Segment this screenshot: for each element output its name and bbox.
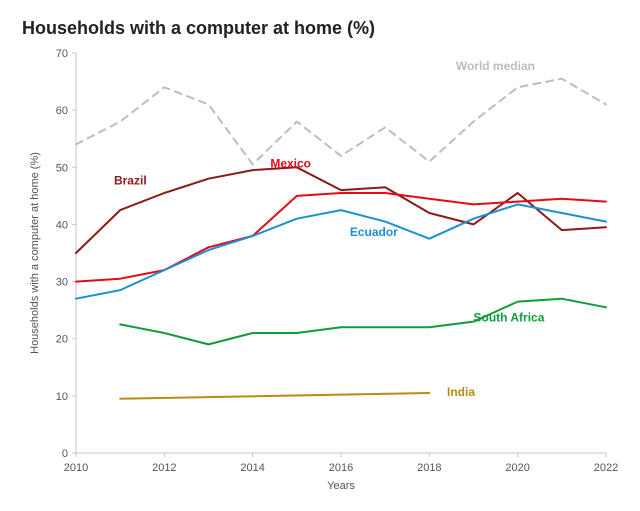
x-tick-label: 2014 (240, 462, 264, 474)
series-label: World median (456, 59, 535, 73)
y-tick-label: 40 (56, 219, 68, 231)
series-label: South Africa (474, 311, 545, 325)
x-tick-label: 2020 (505, 462, 529, 474)
series-line (76, 204, 606, 298)
x-tick-label: 2012 (152, 462, 176, 474)
x-tick-label: 2022 (594, 462, 618, 474)
x-tick-label: 2018 (417, 462, 441, 474)
chart-area: 0 10 20 30 40 50 60 70 2010 2012 2014 2016 2018 2020 2… (22, 47, 618, 499)
series-line (120, 393, 429, 399)
y-tick-label: 70 (56, 48, 68, 60)
series-label: Brazil (114, 173, 147, 187)
series-label: Ecuador (350, 225, 398, 239)
chart-title: Households with a computer at home (%) (22, 18, 618, 39)
line-chart: 0 10 20 30 40 50 60 70 2010 2012 2014 2016 2018 2020 2… (22, 47, 618, 499)
x-tick-label: 2016 (329, 462, 353, 474)
x-tick-label: 2010 (64, 462, 88, 474)
y-tick-label: 30 (56, 277, 68, 289)
y-axis-label: Households with a computer at home (%) (29, 152, 41, 354)
y-tick-label: 10 (56, 391, 68, 403)
y-tick-label: 20 (56, 334, 68, 346)
series-label: India (447, 385, 475, 399)
series-label: Mexico (270, 156, 311, 170)
y-tick-label: 50 (56, 162, 68, 174)
y-tick-label: 0 (62, 448, 68, 460)
x-axis-label: Years (327, 480, 355, 492)
series-line (76, 79, 606, 165)
y-tick-label: 60 (56, 105, 68, 117)
